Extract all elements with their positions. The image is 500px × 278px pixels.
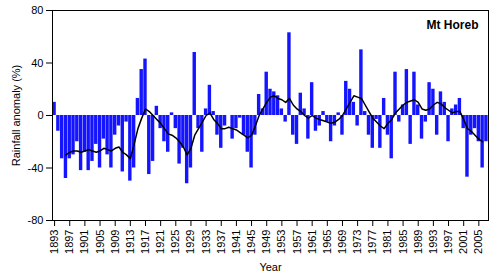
- svg-text:1901: 1901: [78, 230, 90, 254]
- svg-text:1897: 1897: [63, 230, 75, 254]
- svg-text:1941: 1941: [230, 230, 242, 254]
- svg-text:1989: 1989: [412, 230, 424, 254]
- svg-text:1933: 1933: [200, 230, 212, 254]
- svg-text:1909: 1909: [109, 230, 121, 254]
- svg-text:1921: 1921: [154, 230, 166, 254]
- svg-text:Rainfall anomaly (%): Rainfall anomaly (%): [10, 65, 22, 166]
- svg-text:1917: 1917: [139, 230, 151, 254]
- svg-text:1937: 1937: [215, 230, 227, 254]
- svg-text:-80: -80: [28, 214, 44, 226]
- svg-text:-40: -40: [28, 162, 44, 174]
- svg-text:1957: 1957: [291, 230, 303, 254]
- svg-text:1905: 1905: [94, 230, 106, 254]
- svg-text:2005: 2005: [472, 230, 484, 254]
- svg-text:1985: 1985: [397, 230, 409, 254]
- svg-text:1893: 1893: [48, 230, 60, 254]
- svg-text:1965: 1965: [321, 230, 333, 254]
- svg-text:1949: 1949: [260, 230, 272, 254]
- svg-text:0: 0: [37, 109, 43, 121]
- svg-text:1929: 1929: [184, 230, 196, 254]
- svg-text:1953: 1953: [275, 230, 287, 254]
- svg-text:1977: 1977: [366, 230, 378, 254]
- svg-text:Year: Year: [259, 261, 282, 273]
- svg-text:1969: 1969: [336, 230, 348, 254]
- svg-text:40: 40: [31, 57, 43, 69]
- svg-text:1973: 1973: [351, 230, 363, 254]
- svg-text:1997: 1997: [442, 230, 454, 254]
- svg-text:1993: 1993: [427, 230, 439, 254]
- svg-text:Mt Horeb: Mt Horeb: [427, 18, 479, 32]
- svg-text:1945: 1945: [245, 230, 257, 254]
- svg-text:1981: 1981: [381, 230, 393, 254]
- svg-text:2001: 2001: [457, 230, 469, 254]
- svg-text:1913: 1913: [124, 230, 136, 254]
- svg-text:80: 80: [31, 4, 43, 16]
- svg-text:1961: 1961: [306, 230, 318, 254]
- svg-text:1925: 1925: [169, 230, 181, 254]
